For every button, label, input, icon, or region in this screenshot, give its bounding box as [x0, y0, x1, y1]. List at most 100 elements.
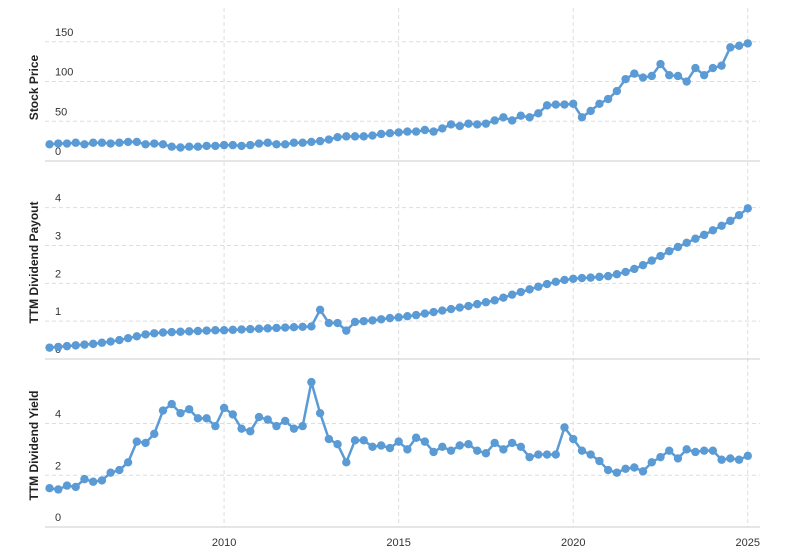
y-tick-label: 0 [55, 146, 61, 158]
point [246, 140, 255, 150]
point [603, 271, 613, 281]
point [551, 100, 560, 109]
point [219, 140, 229, 150]
point [272, 323, 281, 333]
point [647, 71, 656, 81]
point [560, 423, 569, 432]
point [237, 141, 246, 151]
x-tick-label: 2025 [736, 537, 760, 549]
point [560, 275, 569, 285]
point [359, 132, 368, 141]
point [307, 322, 316, 331]
point [490, 116, 499, 125]
point [665, 446, 674, 455]
point [315, 305, 325, 315]
point [246, 324, 255, 334]
point [743, 451, 752, 461]
point [717, 455, 726, 464]
point [237, 325, 246, 334]
point [342, 132, 351, 141]
point [621, 464, 630, 473]
point [595, 456, 604, 466]
point [656, 59, 665, 69]
point [612, 86, 622, 96]
point [394, 437, 403, 446]
point [106, 139, 115, 148]
point [638, 73, 648, 82]
point [62, 341, 72, 351]
point [54, 139, 63, 148]
point [202, 326, 211, 335]
point [534, 109, 543, 118]
point [219, 326, 229, 335]
point [455, 303, 464, 312]
point [499, 445, 508, 454]
point [298, 138, 307, 147]
x-tick-label: 2015 [386, 537, 410, 549]
point [280, 140, 290, 149]
point [132, 332, 142, 341]
point [551, 277, 560, 286]
point [158, 140, 168, 149]
point [673, 242, 683, 252]
point [315, 408, 325, 418]
point [193, 142, 203, 151]
point [45, 343, 54, 352]
point [464, 440, 473, 449]
point [577, 446, 587, 455]
point [333, 132, 342, 142]
point [80, 474, 89, 484]
point [743, 39, 752, 48]
point [595, 272, 604, 282]
point [438, 306, 447, 315]
point [324, 318, 334, 328]
point [54, 485, 63, 494]
point [682, 238, 691, 248]
point [726, 216, 735, 226]
y-tick-label: 2 [55, 460, 61, 472]
point [516, 287, 526, 297]
point [429, 307, 438, 317]
point [621, 74, 630, 84]
point [560, 100, 569, 109]
point [359, 316, 368, 326]
point [621, 267, 630, 277]
point [481, 449, 491, 458]
y-axis-label: TTM Dividend Payout [27, 201, 41, 323]
point [62, 481, 72, 490]
point [682, 445, 691, 454]
point [516, 111, 526, 120]
point [446, 120, 456, 129]
point [734, 210, 744, 220]
point [542, 450, 552, 459]
point [176, 408, 185, 418]
point [438, 124, 447, 133]
point [726, 43, 735, 52]
point [394, 313, 403, 322]
point [141, 140, 150, 149]
point [202, 414, 211, 423]
point [123, 137, 133, 147]
point [403, 445, 412, 454]
point [542, 279, 552, 289]
point [743, 204, 752, 213]
point [385, 313, 395, 323]
point [699, 230, 709, 240]
point [734, 41, 744, 50]
point [141, 330, 150, 339]
point [420, 309, 430, 318]
point [525, 113, 534, 122]
point [446, 446, 456, 455]
point [228, 410, 238, 419]
point [630, 264, 639, 274]
point [106, 337, 115, 346]
point [263, 415, 272, 424]
point [638, 260, 648, 270]
point [385, 443, 395, 453]
point [246, 427, 255, 436]
point [612, 468, 622, 477]
point [254, 412, 264, 422]
y-tick-label: 50 [55, 106, 67, 118]
point [342, 326, 351, 335]
